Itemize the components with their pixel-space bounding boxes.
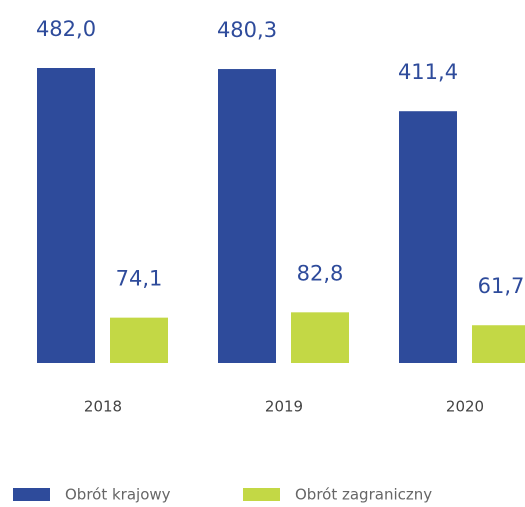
value-label: 411,4 [398,60,458,84]
legend-swatch [243,488,280,501]
legend-label: Obrót krajowy [65,486,171,504]
legend-swatch [13,488,50,501]
bar [218,69,276,363]
bar [291,312,349,363]
x-tick-label: 2019 [265,398,303,416]
value-label: 82,8 [297,261,344,285]
x-tick-label: 2020 [446,398,484,416]
x-tick-label: 2018 [84,398,122,416]
value-label: 482,0 [36,17,96,41]
bar [110,317,168,363]
value-label: 480,3 [217,18,277,42]
bar [399,111,457,364]
value-label: 61,7 [478,274,525,298]
bar [472,325,525,363]
bar [37,68,95,363]
value-label: 74,1 [116,267,163,291]
legend-label: Obrót zagraniczny [295,486,432,504]
